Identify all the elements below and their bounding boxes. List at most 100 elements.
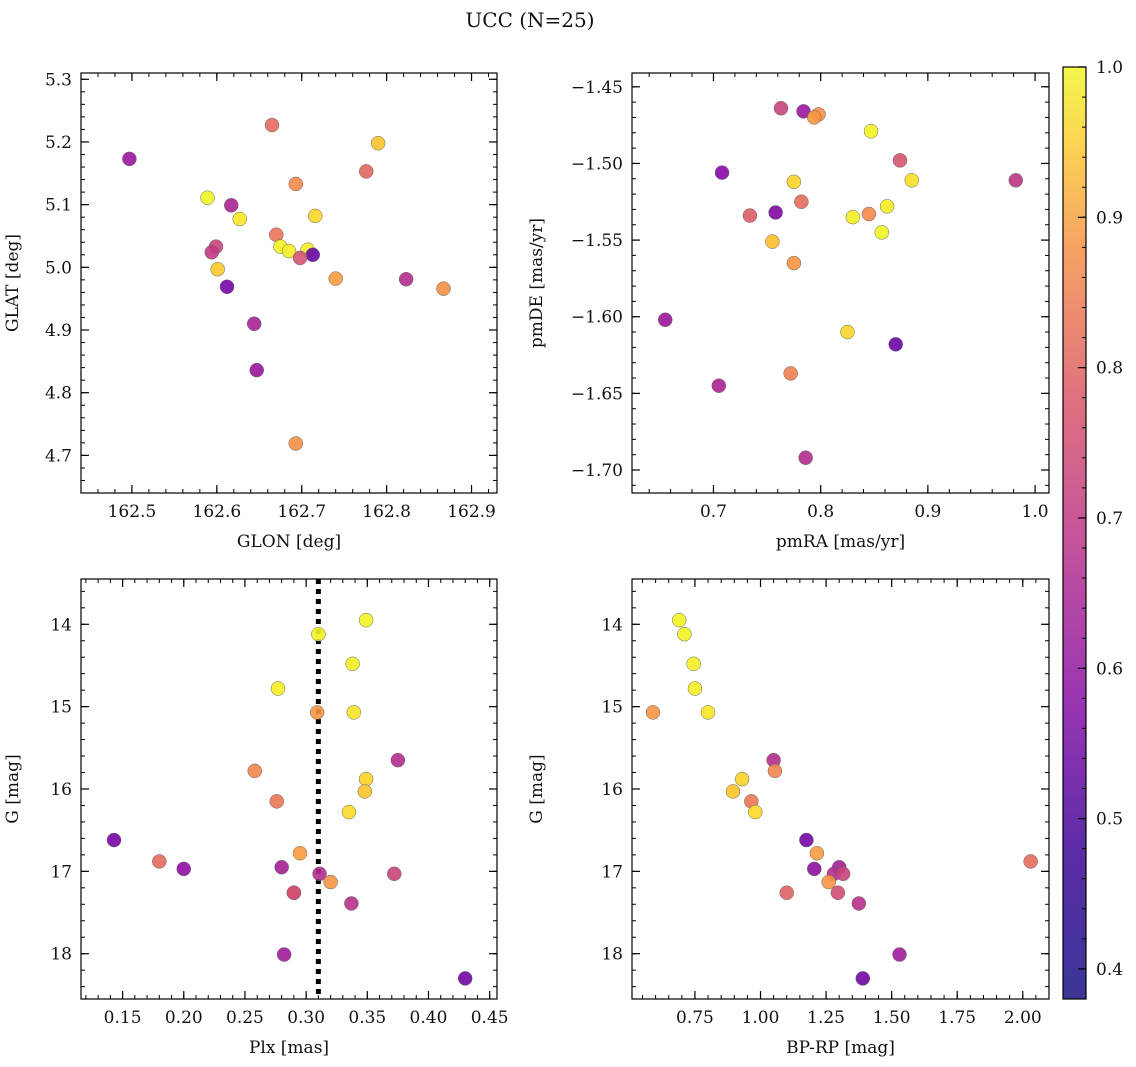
data-point — [288, 176, 304, 192]
data-point — [398, 271, 414, 287]
y-tick-label: 18 — [601, 945, 623, 965]
data-point — [863, 123, 879, 139]
data-point — [328, 271, 343, 286]
y-tick-label: 17 — [50, 862, 72, 882]
data-point — [1023, 854, 1038, 869]
data-point — [210, 261, 225, 277]
x-tick-label: 0.20 — [165, 1008, 203, 1028]
data-point — [305, 247, 321, 263]
x-tick-label: 0.8 — [807, 502, 834, 522]
y-tick-label: −1.45 — [571, 78, 623, 98]
y-tick-label: −1.60 — [571, 308, 623, 328]
data-point — [200, 190, 215, 205]
data-point — [734, 771, 750, 787]
data-point — [855, 971, 871, 986]
data-point — [892, 947, 907, 962]
data-point — [386, 866, 402, 882]
data-point — [219, 279, 235, 295]
y-axis-label: pmDE [mas/yr] — [527, 218, 547, 348]
data-point — [686, 656, 701, 672]
x-axis-label: GLON [deg] — [237, 532, 341, 552]
colorbar-tick-label: 0.6 — [1096, 659, 1123, 679]
data-point — [799, 832, 814, 848]
data-point — [344, 896, 359, 911]
data-point — [1008, 173, 1024, 188]
y-tick-label: 17 — [601, 862, 623, 882]
y-tick-label: 4.8 — [45, 384, 72, 404]
colorbar-tick-label: 0.8 — [1096, 359, 1123, 379]
data-point — [247, 763, 262, 779]
x-tick-label: 162.8 — [362, 502, 411, 522]
y-tick-label: 5.2 — [45, 133, 72, 153]
data-point — [879, 199, 895, 214]
y-axis-label: G [mag] — [527, 754, 547, 823]
data-point — [773, 101, 789, 116]
colorbar-frame — [1062, 66, 1087, 1000]
x-tick-label: 162.7 — [277, 502, 326, 522]
data-point — [457, 971, 473, 986]
y-tick-label: 14 — [50, 615, 72, 635]
data-point — [851, 896, 867, 911]
x-tick-label: 0.9 — [914, 502, 941, 522]
data-point — [768, 205, 783, 220]
data-point — [809, 845, 825, 861]
data-point — [357, 784, 373, 799]
data-point — [671, 612, 687, 628]
x-tick-label: 0.7 — [700, 502, 727, 522]
y-tick-label: 16 — [50, 780, 72, 800]
y-tick-label: 15 — [50, 698, 72, 718]
data-point — [687, 681, 703, 696]
x-tick-label: 1.75 — [938, 1008, 976, 1028]
x-axis-label: pmRA [mas/yr] — [776, 532, 905, 552]
data-point — [436, 281, 451, 296]
data-point — [711, 378, 727, 393]
x-tick-label: 1.0 — [1022, 502, 1049, 522]
panel-pmra-pmde: 0.7 0.8 0.9 1.0 −1.70 −1.65 −1.60 −1.55 −1.50 −1.… — [527, 72, 1050, 552]
y-tick-label: −1.55 — [571, 231, 623, 251]
y-tick-label: 14 — [601, 615, 623, 635]
data-point — [786, 255, 802, 271]
data-point — [292, 845, 308, 861]
data-point — [176, 861, 192, 877]
data-point — [346, 705, 362, 720]
data-point — [323, 874, 338, 890]
y-tick-label: 4.9 — [45, 321, 72, 341]
data-point — [714, 165, 730, 180]
data-point — [270, 681, 286, 696]
data-point — [806, 110, 822, 125]
data-point — [845, 209, 861, 225]
data-point — [308, 208, 323, 224]
y-tick-label: 5.3 — [45, 70, 72, 90]
x-tick-label: 0.75 — [676, 1008, 714, 1028]
data-point — [645, 705, 661, 720]
y-tick-label: 5.1 — [45, 196, 72, 216]
x-tick-label: 0.35 — [348, 1008, 386, 1028]
x-tick-label: 1.50 — [873, 1008, 911, 1028]
data-point — [742, 208, 758, 223]
data-point — [861, 206, 877, 222]
data-point — [152, 854, 167, 869]
data-point — [821, 874, 836, 890]
panel-bprp-g: 0.75 1.00 1.25 1.50 1.75 2.00 14 15 16 17 18 BP-RP … — [527, 578, 1050, 1058]
data-point — [904, 173, 920, 188]
y-tick-label: −1.70 — [571, 461, 623, 481]
data-point — [276, 947, 292, 962]
figure-title: UCC (N=25) — [465, 8, 594, 32]
data-point — [345, 656, 360, 672]
y-tick-label: −1.65 — [571, 384, 623, 404]
colorbar: 0.4 0.5 0.6 0.7 0.8 0.9 1.0 — [1062, 58, 1123, 1000]
x-tick-label: 0.45 — [471, 1008, 509, 1028]
x-tick-label: 1.25 — [807, 1008, 845, 1028]
data-point — [249, 362, 264, 378]
x-tick-label: 162.5 — [108, 502, 157, 522]
data-point — [288, 436, 304, 451]
colorbar-tick-label: 0.9 — [1096, 208, 1123, 228]
data-point — [281, 243, 297, 259]
data-point — [888, 337, 903, 352]
data-point — [794, 194, 809, 210]
data-point — [748, 804, 763, 820]
colorbar-tick-label: 0.5 — [1096, 810, 1123, 830]
data-point — [224, 198, 239, 213]
data-point — [657, 312, 673, 328]
y-axis-label: G [mag] — [3, 754, 23, 823]
